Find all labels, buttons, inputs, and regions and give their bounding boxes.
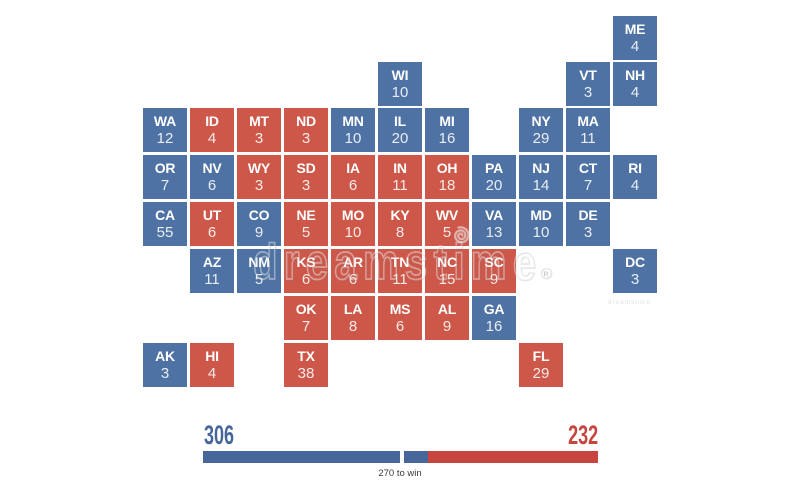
svg-text:R: R bbox=[543, 272, 548, 279]
svg-text:dreamstime: dreamstime bbox=[608, 299, 651, 306]
svg-text:dreamstime: dreamstime bbox=[254, 235, 543, 291]
svg-text:dreamstime: dreamstime bbox=[253, 234, 542, 290]
